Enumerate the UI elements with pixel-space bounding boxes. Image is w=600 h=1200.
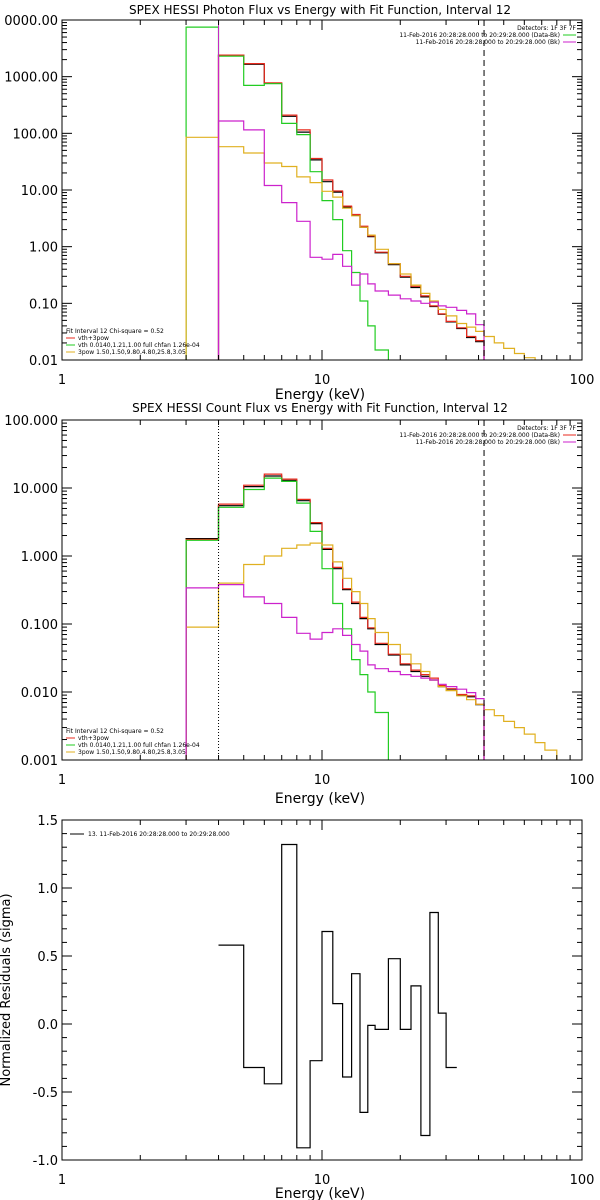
y-axis-label: Normalized Residuals (sigma): [0, 893, 14, 1086]
legend-entry: vth 0.0140,1.21,1.00 full chfan 1.26e-04: [78, 742, 200, 749]
y-tick-label: 0000.00: [4, 14, 58, 29]
count-flux-panel: SPEX HESSI Count Flux vs Energy with Fit…: [4, 401, 594, 807]
data-series-line: [185, 473, 485, 760]
data-series-line: [185, 136, 536, 360]
y-tick-label: 0.001: [21, 754, 58, 769]
y-tick-label: 1.0: [37, 882, 58, 897]
y-tick-label: 10.000: [13, 482, 59, 497]
plot-area: 1 10 100 0000.00 1000.00 100.00 10.00 1.00 0.10 0…: [4, 14, 594, 388]
y-tick-label: 1.5: [37, 814, 58, 829]
x-tick-label: 1: [58, 1173, 66, 1188]
y-tick-label: 100.00: [13, 127, 59, 142]
legend-entry: 11-Feb-2016 20:28:28.000 to 20:29:28.000…: [416, 39, 560, 46]
series-layer: [185, 20, 536, 360]
legend-entry: vth+3pow: [78, 735, 109, 742]
data-series-line: [185, 477, 389, 760]
y-tick-label: 1.000: [21, 550, 58, 565]
y-tick-label: 1000.00: [4, 71, 58, 86]
x-axis-label: Energy (keV): [275, 1186, 365, 1200]
residuals-panel: 1 10 100 1.5 1.0 0.5 0.0 -0.5 -1.0 13. 11-Feb-201…: [0, 814, 594, 1200]
x-tick-label: 10: [314, 373, 331, 388]
x-tick-label: 1: [58, 773, 66, 788]
legend-entry: vth 0.0140,1.21,1.00 full chfan 1.26e-04: [78, 342, 200, 349]
legend-entry: Detectors: 1F 3F 7F: [517, 425, 576, 432]
data-series-line: [185, 584, 485, 760]
legend-entry: 11-Feb-2016 20:28:28.000 to 20:29:28.000…: [399, 32, 560, 39]
y-tick-label: 0.0: [37, 1018, 58, 1033]
chart-title: SPEX HESSI Photon Flux vs Energy with Fi…: [129, 3, 511, 17]
legend-entry: vth+3pow: [78, 335, 109, 342]
y-tick-label: -1.0: [33, 1154, 58, 1169]
chart-title: SPEX HESSI Count Flux vs Energy with Fit…: [132, 401, 508, 415]
data-series-line: [218, 843, 457, 1149]
y-tick-label: 0.10: [29, 297, 58, 312]
data-series-line: [185, 475, 485, 760]
x-axis-label: Energy (keV): [275, 791, 365, 807]
legend-entry: 3pow 1.50,1.50,9.80,4.80,25.8,3.05: [78, 749, 186, 756]
x-tick-label: 100: [570, 373, 595, 388]
y-tick-label: 0.100: [21, 618, 58, 633]
legend-entry: 11-Feb-2016 20:28:28.000 to 20:29:28.000…: [416, 439, 560, 446]
data-series-line: [185, 542, 558, 760]
photon-flux-panel: SPEX HESSI Photon Flux vs Energy with Fi…: [4, 3, 594, 403]
legend-entry: 11-Feb-2016 20:28:28.000 to 20:29:28.000…: [399, 432, 560, 439]
y-tick-label: 0.5: [37, 950, 58, 965]
legend-entry: Fit Interval 12 Chi-square = 0.52: [66, 728, 164, 735]
plot-area: 1 10 100 1.5 1.0 0.5 0.0 -0.5 -1.0 13. 11-Feb-201…: [33, 814, 595, 1188]
data-series-line: [185, 26, 389, 360]
legend-entry: 13. 11-Feb-2016 20:28:28.000 to 20:29:28…: [88, 831, 230, 838]
y-tick-label: 100.000: [4, 414, 58, 429]
y-tick-label: -0.5: [33, 1086, 58, 1101]
x-tick-label: 100: [570, 773, 595, 788]
series-layer: [185, 420, 558, 760]
y-tick-label: 10.00: [21, 184, 58, 199]
x-axis-label: Energy (keV): [275, 387, 365, 403]
legend-entry: 3pow 1.50,1.50,9.80,4.80,25.8,3.05: [78, 349, 186, 356]
legend-entry: Fit Interval 12 Chi-square = 0.52: [66, 328, 164, 335]
data-series-line: [217, 120, 485, 360]
y-tick-label: 0.01: [29, 354, 58, 369]
legend-entry: Detectors: 1F 3F 7F: [517, 25, 576, 32]
plot-frame: [61, 419, 583, 761]
x-tick-label: 1: [58, 373, 66, 388]
series-layer: [218, 843, 457, 1149]
data-series-line: [217, 54, 485, 360]
y-tick-label: 1.00: [29, 241, 58, 256]
x-tick-label: 10: [314, 773, 331, 788]
plot-area: 1 10 100 100.000 10.000 1.000 0.100 0.010 0.001 D…: [4, 414, 594, 788]
x-tick-label: 100: [570, 1173, 595, 1188]
y-tick-label: 0.010: [21, 686, 58, 701]
x-tick-label: 10: [314, 1173, 331, 1188]
